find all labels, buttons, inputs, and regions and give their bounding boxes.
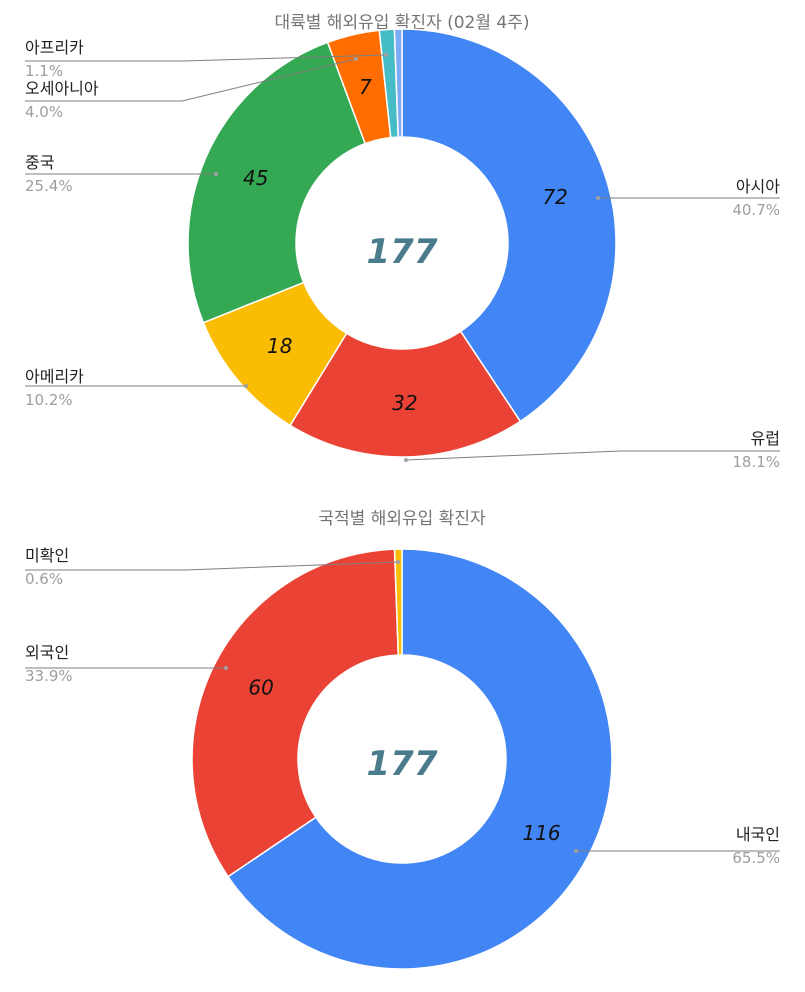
- legend-label-유럽: 유럽: [751, 429, 780, 448]
- leader-dot-미확인: [396, 560, 400, 564]
- chart-title: 대륙별 해외유입 확진자 (02월 4주): [274, 13, 529, 33]
- value-label-유럽: 32: [392, 391, 417, 415]
- legend-label-미확인: 미확인: [25, 546, 69, 565]
- legend-label-아메리카: 아메리카: [25, 367, 84, 386]
- leader-line-미확인: [25, 561, 399, 571]
- chart-title: 국적별 해외유입 확진자: [318, 509, 486, 529]
- value-label-아메리카: 18: [267, 334, 292, 358]
- legend-label-아프리카: 아프리카: [25, 38, 84, 57]
- legend-percent-미확인: 0.6%: [25, 570, 63, 588]
- slice-유럽: [289, 330, 522, 458]
- legend-percent-아시아: 40.7%: [732, 201, 780, 219]
- value-label-외국인: 60: [248, 675, 273, 699]
- slice-other-6: [393, 28, 403, 138]
- value-label-중국: 45: [243, 166, 268, 190]
- legend-label-오세아니아: 오세아니아: [25, 79, 99, 98]
- legend-percent-유럽: 18.1%: [732, 453, 780, 471]
- leader-dot-아메리카: [244, 384, 248, 388]
- legend-label-아시아: 아시아: [736, 177, 780, 196]
- leader-dot-외국인: [224, 666, 228, 670]
- legend-percent-오세아니아: 4.0%: [25, 103, 63, 121]
- leader-dot-아프리카: [384, 53, 388, 57]
- center-total: 177: [367, 744, 438, 784]
- leader-line-유럽: [405, 450, 780, 461]
- slice-중국: [187, 41, 367, 324]
- leader-dot-아시아: [596, 196, 600, 200]
- legend-percent-아메리카: 10.2%: [25, 391, 73, 409]
- leader-dot-중국: [214, 172, 218, 176]
- slice-내국인: [226, 548, 613, 970]
- value-label-오세아니아: 7: [359, 75, 372, 99]
- slice-미확인: [393, 548, 403, 656]
- legend-label-내국인: 내국인: [736, 825, 780, 844]
- continent-donut-chart: 대륙별 해외유입 확진자 (02월 4주) 72 32 18 45 7 177 아시아 4…: [0, 0, 805, 490]
- leader-line-아프리카: [25, 54, 387, 62]
- legend-label-외국인: 외국인: [25, 643, 69, 662]
- leader-dot-오세아니아: [354, 57, 358, 61]
- leader-dot-내국인: [574, 849, 578, 853]
- nationality-donut-chart: 국적별 해외유입 확진자 116 60 177 내국인 65.5% 외국인 33.9% 미…: [0, 495, 805, 992]
- center-total: 177: [367, 232, 438, 272]
- value-label-아시아: 72: [542, 185, 567, 209]
- slice-외국인: [191, 548, 400, 878]
- leader-line-오세아니아: [25, 58, 357, 102]
- value-label-내국인: 116: [522, 821, 560, 845]
- legend-percent-내국인: 65.5%: [732, 849, 780, 867]
- legend-percent-중국: 25.4%: [25, 177, 73, 195]
- leader-dot-유럽: [404, 458, 408, 462]
- legend-label-중국: 중국: [25, 153, 54, 172]
- slice-아시아: [401, 28, 617, 423]
- legend-percent-아프리카: 1.1%: [25, 62, 63, 80]
- legend-percent-외국인: 33.9%: [25, 667, 73, 685]
